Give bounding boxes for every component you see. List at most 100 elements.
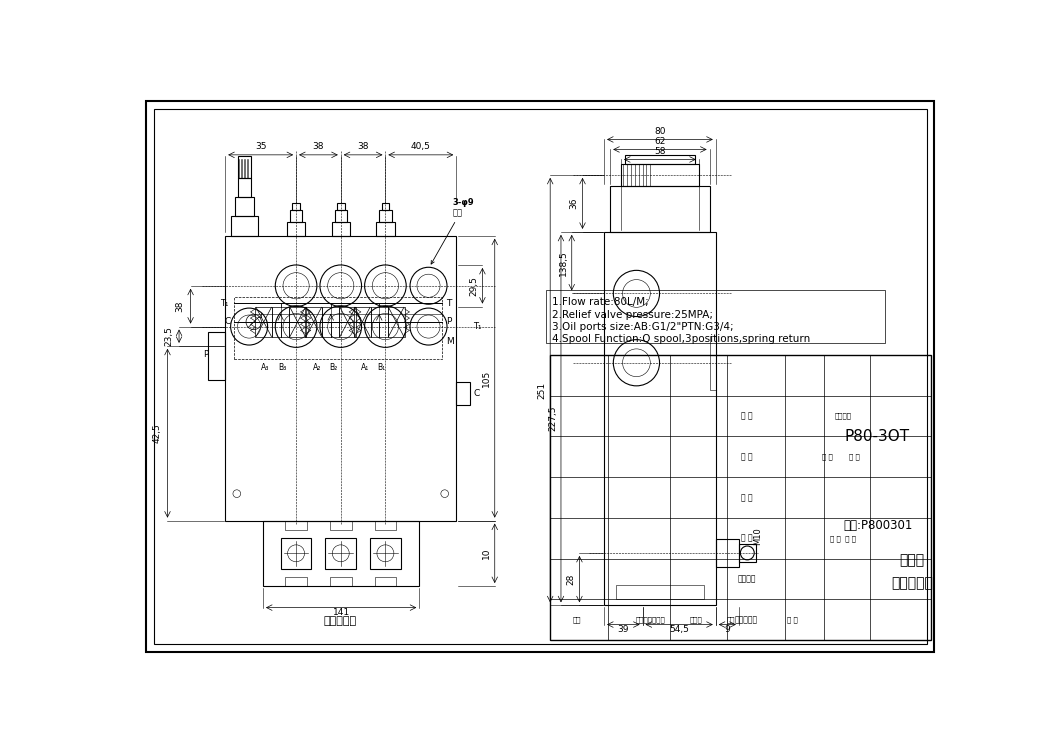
Bar (739, 544, 756, 562)
Bar (264, 521, 419, 586)
Text: 251: 251 (538, 381, 546, 399)
Bar (330, 577, 352, 586)
Bar (604, 232, 716, 605)
Text: 10: 10 (482, 548, 491, 559)
Bar (610, 186, 709, 232)
Text: 9: 9 (724, 625, 730, 634)
Text: T₁: T₁ (473, 322, 482, 331)
Text: M: M (446, 337, 454, 346)
Bar (306, 306, 323, 337)
Bar (290, 210, 302, 222)
Text: 共 页  第 页: 共 页 第 页 (829, 535, 856, 542)
Bar (238, 178, 251, 197)
Bar (621, 164, 699, 186)
Text: 38: 38 (357, 142, 369, 151)
Bar (371, 306, 388, 337)
Text: 38: 38 (313, 142, 325, 151)
Bar (388, 306, 405, 337)
Text: 外型尺寸图: 外型尺寸图 (891, 576, 933, 590)
Text: M10: M10 (754, 527, 763, 545)
Text: 更改人: 更改人 (690, 616, 703, 623)
Text: T: T (446, 299, 451, 308)
Text: 138,5: 138,5 (559, 250, 568, 276)
Bar (374, 577, 396, 586)
Text: 29,5: 29,5 (470, 276, 479, 296)
Text: 校 对: 校 对 (741, 533, 753, 542)
Bar (550, 355, 931, 640)
Bar (354, 306, 371, 337)
Bar (231, 217, 258, 235)
Text: 38: 38 (175, 300, 184, 312)
Text: 23,5: 23,5 (163, 326, 173, 346)
Text: 描 图: 描 图 (741, 493, 753, 502)
Text: 编号:P800301: 编号:P800301 (843, 519, 913, 533)
Text: 设 计: 设 计 (741, 411, 753, 421)
Text: B₃: B₃ (278, 363, 287, 372)
Text: 日期: 日期 (727, 616, 736, 623)
Text: 液压原理图: 液压原理图 (324, 615, 356, 626)
Text: 审 核: 审 核 (787, 616, 798, 623)
Text: 54,5: 54,5 (669, 625, 689, 634)
Bar (234, 297, 443, 359)
Bar (289, 306, 306, 337)
Text: P80-3OT: P80-3OT (844, 429, 910, 444)
Text: 227,5: 227,5 (548, 406, 558, 431)
Text: 40,5: 40,5 (411, 142, 431, 151)
Text: 80: 80 (655, 127, 666, 136)
Text: T₁: T₁ (220, 299, 229, 308)
Text: A₁: A₁ (362, 363, 370, 372)
Bar (286, 521, 307, 530)
Text: 比 例: 比 例 (848, 454, 860, 460)
Text: A₃: A₃ (261, 363, 270, 372)
Text: 多路阀: 多路阀 (899, 553, 924, 567)
Bar (272, 306, 289, 337)
Text: 42,5: 42,5 (153, 423, 161, 443)
Bar (339, 306, 356, 337)
Text: P: P (203, 350, 209, 359)
Text: 4.Spool Function:O spool,3positions,spring return: 4.Spool Function:O spool,3positions,spri… (552, 335, 811, 344)
Text: 标记: 标记 (573, 616, 582, 623)
Text: 图纸编号: 图纸编号 (835, 413, 852, 419)
Bar (379, 210, 392, 222)
Text: 1.Flow rate:80L/M;: 1.Flow rate:80L/M; (552, 297, 649, 307)
Text: 重 量: 重 量 (822, 454, 833, 460)
Bar (616, 586, 704, 599)
Bar (226, 235, 456, 521)
Text: 3-φ9
通孔: 3-φ9 通孔 (431, 198, 474, 264)
Bar (370, 538, 401, 568)
Bar (326, 538, 356, 568)
Text: 标准化检查: 标准化检查 (735, 615, 758, 624)
Bar (625, 155, 695, 164)
Text: P: P (446, 317, 451, 326)
Bar (332, 222, 350, 235)
Bar (334, 210, 347, 222)
Text: C: C (473, 389, 480, 398)
Text: 2.Relief valve pressure:25MPA;: 2.Relief valve pressure:25MPA; (552, 310, 714, 320)
Text: 39: 39 (618, 625, 629, 634)
Bar (337, 203, 345, 210)
Bar (716, 539, 739, 567)
Bar (374, 521, 396, 530)
Text: 58: 58 (655, 147, 666, 156)
Bar (546, 290, 885, 343)
Bar (382, 203, 389, 210)
Bar (376, 222, 394, 235)
Bar (255, 306, 272, 337)
Text: 105: 105 (482, 370, 491, 387)
Bar (292, 203, 300, 210)
Bar (280, 538, 312, 568)
Text: 3.Oil ports size:AB:G1/2"PTN:G3/4;: 3.Oil ports size:AB:G1/2"PTN:G3/4; (552, 322, 735, 332)
Text: 35: 35 (255, 142, 267, 151)
Text: 制 图: 制 图 (741, 452, 753, 461)
Bar (235, 197, 254, 217)
Bar (209, 332, 226, 380)
Bar (709, 336, 716, 390)
Text: 36: 36 (569, 197, 579, 209)
Text: 28: 28 (567, 574, 575, 585)
Bar (238, 156, 251, 178)
Text: 62: 62 (655, 136, 665, 145)
Bar (330, 521, 352, 530)
Text: 更改内容和原因: 更改内容和原因 (636, 616, 665, 623)
Text: C: C (225, 317, 231, 326)
Text: A₂: A₂ (313, 363, 321, 372)
